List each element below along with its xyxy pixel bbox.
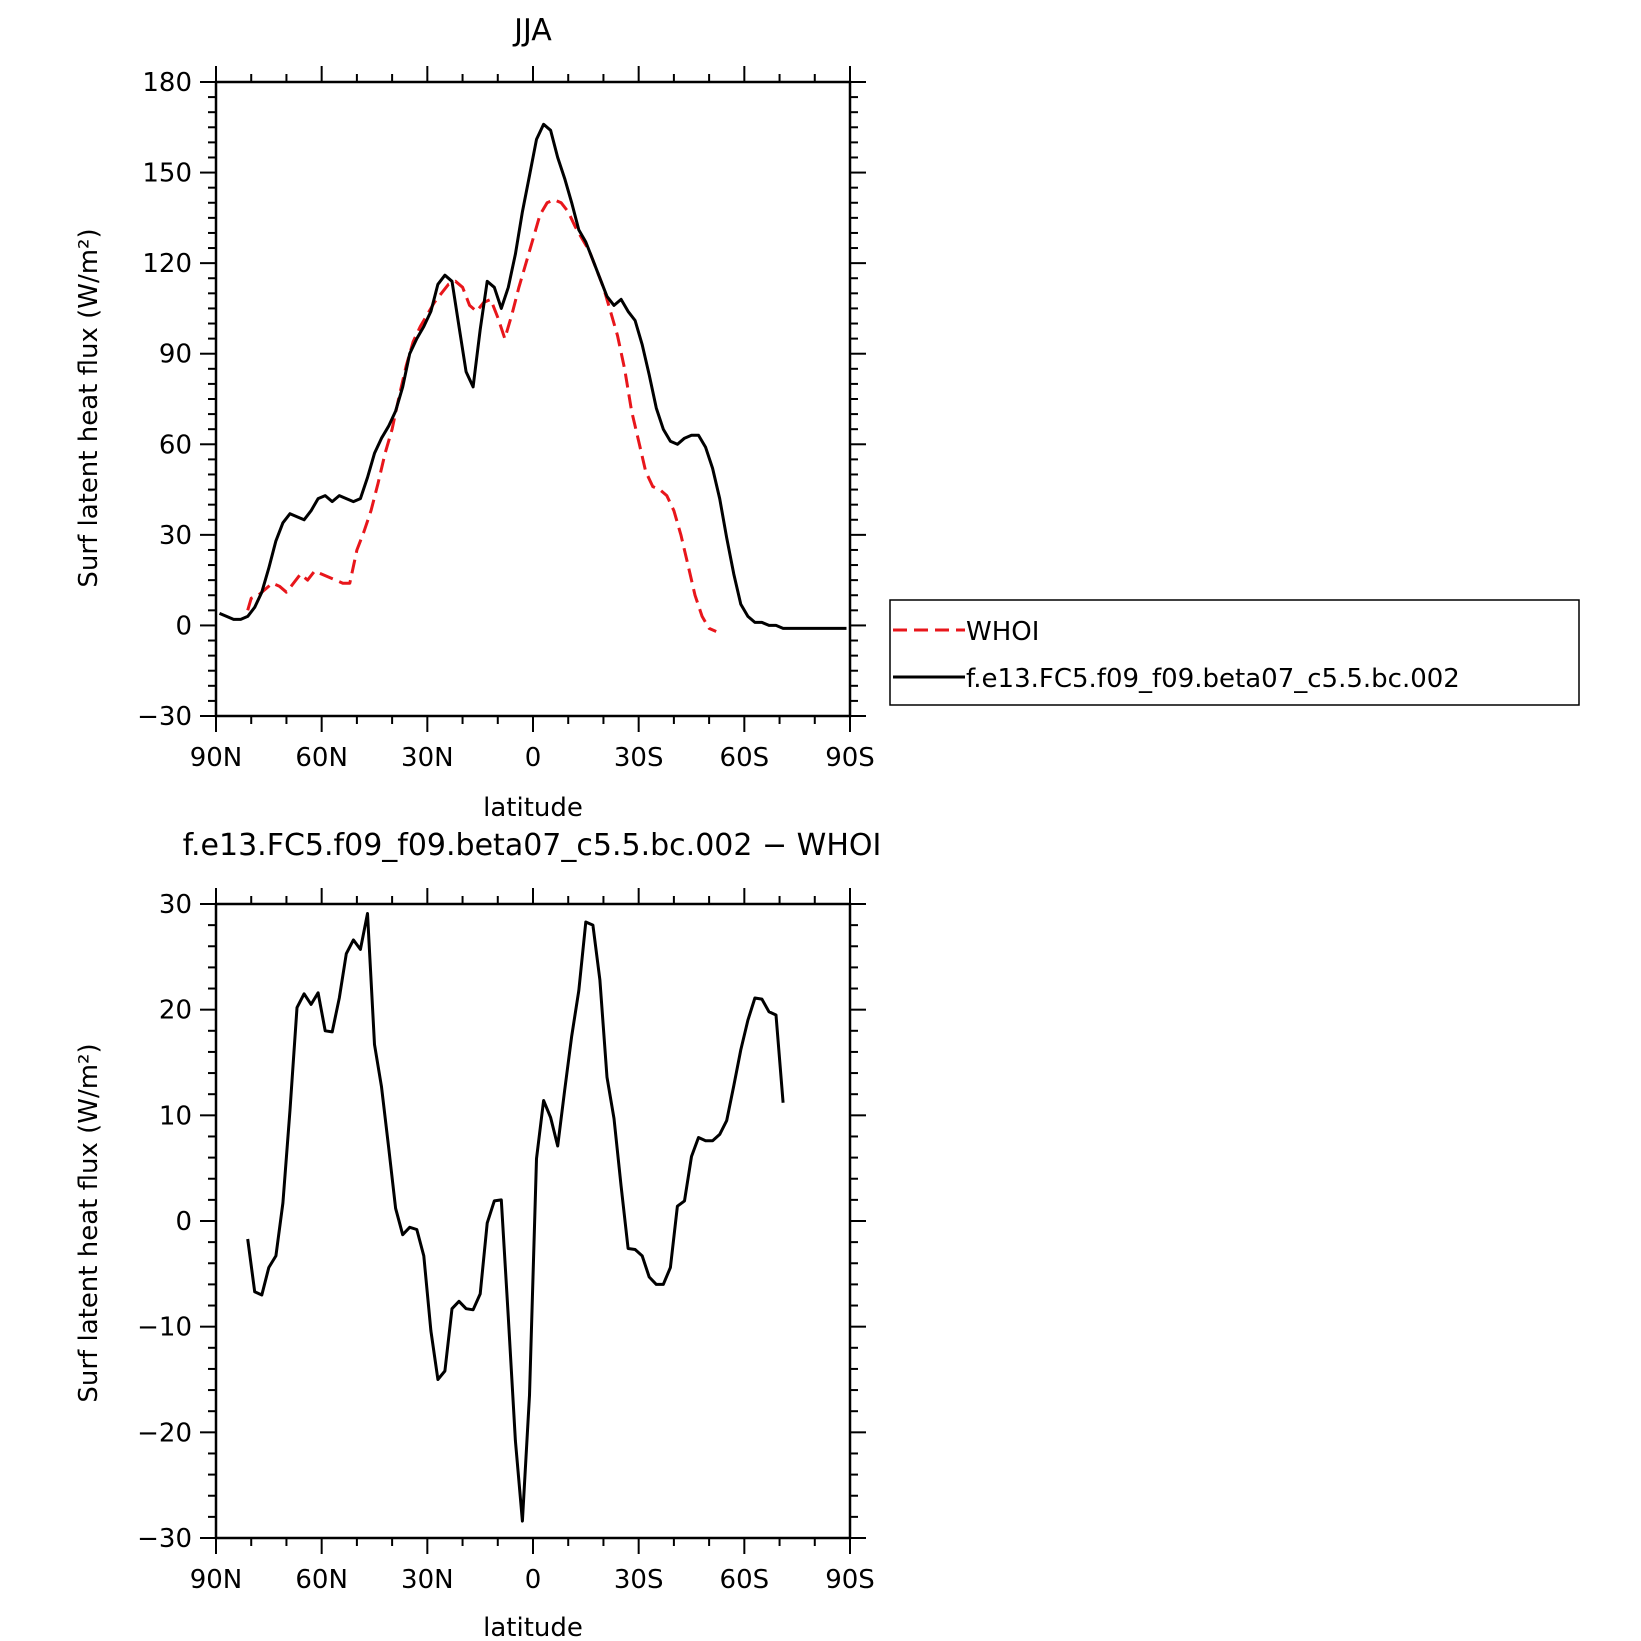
y-tick-label: 10 <box>159 1101 192 1131</box>
y-tick-label: −30 <box>137 702 192 732</box>
y-tick-label: 20 <box>159 996 192 1026</box>
y-tick-label: −30 <box>137 1524 192 1554</box>
tick-labels: 90N 60N 30N 0 30S 60S 90S −30 −20 −10 0 10 20 30 <box>137 890 875 1595</box>
plot-frame <box>214 902 852 1540</box>
y-tick-label: 0 <box>175 611 192 641</box>
x-tick-label: 0 <box>525 743 542 773</box>
plot-frame <box>214 80 852 718</box>
x-tick-label: 30N <box>401 743 454 773</box>
x-tick-label: 90S <box>825 743 875 773</box>
y-tick-label: 150 <box>142 159 192 189</box>
x-tick-label: 90N <box>190 743 243 773</box>
y-axis-label: Surf latent heat flux (W/m²) <box>74 1043 104 1402</box>
series-line-whoi <box>246 198 717 633</box>
y-tick-label: −20 <box>137 1418 192 1448</box>
x-axis-label: latitude <box>483 793 583 823</box>
x-tick-label: 0 <box>525 1565 542 1595</box>
x-tick-label: 30N <box>401 1565 454 1595</box>
y-tick-label: 30 <box>159 890 192 920</box>
legend-label-whoi: WHOI <box>966 617 1039 647</box>
y-tick-label: 30 <box>159 521 192 551</box>
series-line-difference <box>246 912 785 1523</box>
x-tick-label: 30S <box>614 1565 664 1595</box>
series-lines <box>218 122 847 633</box>
x-tick-label: 60S <box>720 743 770 773</box>
series-lines <box>246 912 785 1523</box>
y-tick-label: 180 <box>142 68 192 98</box>
legend-label-model: f.e13.FC5.f09_f09.beta07_c5.5.bc.002 <box>966 664 1460 694</box>
x-tick-label: 90N <box>190 1565 243 1595</box>
y-tick-label: 60 <box>159 430 192 460</box>
chart-title: f.e13.FC5.f09_f09.beta07_c5.5.bc.002 − W… <box>183 828 882 863</box>
y-tick-label: 90 <box>159 340 192 370</box>
x-tick-label: 60N <box>295 1565 348 1595</box>
x-tick-label: 90S <box>825 1565 875 1595</box>
y-tick-label: 0 <box>175 1207 192 1237</box>
x-tick-label: 60S <box>720 1565 770 1595</box>
legend: WHOI f.e13.FC5.f09_f09.beta07_c5.5.bc.00… <box>889 599 1580 706</box>
legend-box <box>889 599 1580 706</box>
y-tick-label: 120 <box>142 249 192 279</box>
chart-panel-difference: f.e13.FC5.f09_f09.beta07_c5.5.bc.002 − W… <box>74 828 881 1641</box>
x-tick-label: 60N <box>295 743 348 773</box>
axis-ticks <box>200 66 866 732</box>
x-tick-label: 30S <box>614 743 664 773</box>
y-axis-label: Surf latent heat flux (W/m²) <box>74 228 104 587</box>
tick-labels: 90N 60N 30N 0 30S 60S 90S −30 0 30 60 90 120 150 180 <box>137 68 875 773</box>
chart-panel-jja: JJA latitude Surf latent heat flux (W/m²… <box>74 13 875 823</box>
chart-title: JJA <box>512 13 552 48</box>
series-line-f-e13-fc5-f09-f09-beta07-c5-5-bc-002 <box>218 122 847 630</box>
y-tick-label: −10 <box>137 1313 192 1343</box>
x-axis-label: latitude <box>483 1613 583 1641</box>
axis-ticks <box>200 888 866 1554</box>
